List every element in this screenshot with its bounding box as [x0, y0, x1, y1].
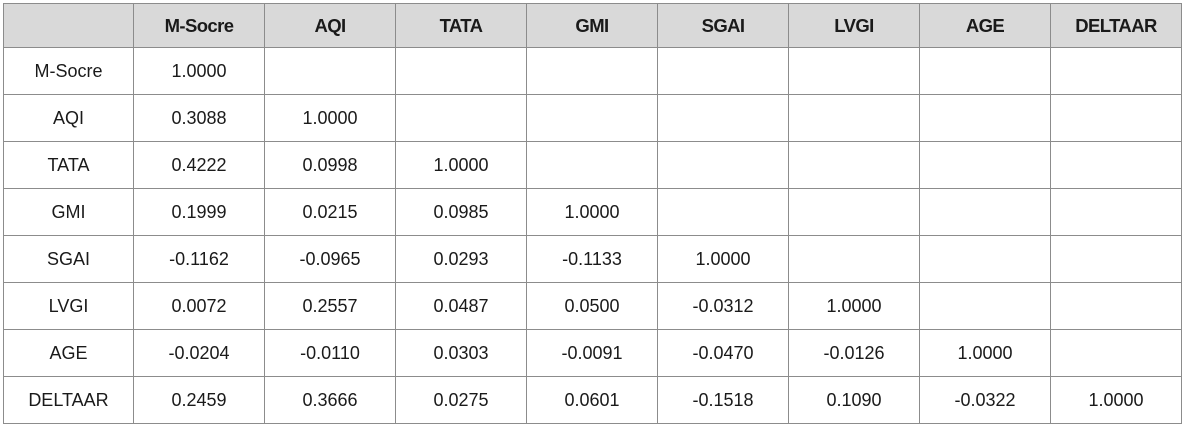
table-header-row: M-Socre AQI TATA GMI SGAI LVGI AGE DELTAAR [3, 3, 1182, 48]
row-header: AGE [3, 329, 134, 377]
table-cell [657, 47, 789, 95]
table-cell [788, 94, 920, 142]
row-header: LVGI [3, 282, 134, 330]
table-cell [526, 94, 658, 142]
table-cell: 0.0275 [395, 376, 527, 424]
table-cell: -0.0204 [133, 329, 265, 377]
table-cell [919, 141, 1051, 189]
row-header: DELTAAR [3, 376, 134, 424]
table-cell: -0.0110 [264, 329, 396, 377]
table-cell [395, 47, 527, 95]
row-header: TATA [3, 141, 134, 189]
column-header: AGE [919, 3, 1051, 48]
table-cell [395, 94, 527, 142]
table-cell: -0.0091 [526, 329, 658, 377]
table-cell: 0.0985 [395, 188, 527, 236]
table-cell [919, 47, 1051, 95]
table-cell: 1.0000 [133, 47, 265, 95]
table-cell: 0.0500 [526, 282, 658, 330]
table-cell: 0.2459 [133, 376, 265, 424]
row-header: M-Socre [3, 47, 134, 95]
table-row: AQI 0.3088 1.0000 [3, 94, 1182, 142]
table-cell: -0.0126 [788, 329, 920, 377]
table-row: M-Socre 1.0000 [3, 47, 1182, 95]
table-cell [657, 94, 789, 142]
column-header: SGAI [657, 3, 789, 48]
table-cell [1050, 47, 1182, 95]
table-cell [1050, 188, 1182, 236]
row-header: GMI [3, 188, 134, 236]
table-cell: 1.0000 [264, 94, 396, 142]
column-header: GMI [526, 3, 658, 48]
row-header: AQI [3, 94, 134, 142]
table-cell: 0.0998 [264, 141, 396, 189]
column-header: TATA [395, 3, 527, 48]
table-cell: 1.0000 [788, 282, 920, 330]
table-cell: 1.0000 [657, 235, 789, 283]
correlation-matrix-table: M-Socre AQI TATA GMI SGAI LVGI AGE DELTAAR M-So… [3, 3, 1182, 424]
table-cell: 1.0000 [395, 141, 527, 189]
table-cell [788, 47, 920, 95]
table-cell: 0.2557 [264, 282, 396, 330]
table-cell: 1.0000 [919, 329, 1051, 377]
table-cell [526, 141, 658, 189]
table-row: AGE -0.0204 -0.0110 0.0303 -0.0091 -0.0470 -0.… [3, 329, 1182, 377]
table-cell: 0.3088 [133, 94, 265, 142]
table-cell [919, 235, 1051, 283]
table-cell: 0.3666 [264, 376, 396, 424]
table-row: DELTAAR 0.2459 0.3666 0.0275 0.0601 -0.1518 0.… [3, 376, 1182, 424]
table-cell: 0.0215 [264, 188, 396, 236]
table-cell: 0.4222 [133, 141, 265, 189]
table-cell: -0.1518 [657, 376, 789, 424]
column-header: M-Socre [133, 3, 265, 48]
table-row: LVGI 0.0072 0.2557 0.0487 0.0500 -0.0312 1.000… [3, 282, 1182, 330]
table-cell: 0.0303 [395, 329, 527, 377]
table-cell: -0.0470 [657, 329, 789, 377]
table-cell [1050, 329, 1182, 377]
column-header: DELTAAR [1050, 3, 1182, 48]
table-cell [1050, 282, 1182, 330]
table-cell [919, 94, 1051, 142]
table-cell: 1.0000 [1050, 376, 1182, 424]
table-cell [788, 235, 920, 283]
table-cell: 0.0072 [133, 282, 265, 330]
table-cell: 0.0293 [395, 235, 527, 283]
table-cell: 0.0601 [526, 376, 658, 424]
table-cell: 0.1999 [133, 188, 265, 236]
table-cell: 1.0000 [526, 188, 658, 236]
column-header: LVGI [788, 3, 920, 48]
table-cell: 0.1090 [788, 376, 920, 424]
table-cell [526, 47, 658, 95]
table-cell [919, 188, 1051, 236]
table-cell [657, 188, 789, 236]
table-cell [919, 282, 1051, 330]
table-cell: -0.1162 [133, 235, 265, 283]
table-cell: -0.0312 [657, 282, 789, 330]
table-cell [1050, 141, 1182, 189]
table-cell [264, 47, 396, 95]
table-body: M-Socre 1.0000 AQI 0.3088 1.0000 TATA 0.4222 0.… [3, 47, 1182, 424]
table-row: GMI 0.1999 0.0215 0.0985 1.0000 [3, 188, 1182, 236]
table-cell [657, 141, 789, 189]
table-cell: -0.0965 [264, 235, 396, 283]
table-cell: -0.1133 [526, 235, 658, 283]
row-header: SGAI [3, 235, 134, 283]
table-cell: 0.0487 [395, 282, 527, 330]
header-corner-cell [3, 3, 134, 48]
table-cell [1050, 235, 1182, 283]
table-row: TATA 0.4222 0.0998 1.0000 [3, 141, 1182, 189]
table-cell [1050, 94, 1182, 142]
column-header: AQI [264, 3, 396, 48]
table-cell [788, 141, 920, 189]
table-row: SGAI -0.1162 -0.0965 0.0293 -0.1133 1.0000 [3, 235, 1182, 283]
table-cell: -0.0322 [919, 376, 1051, 424]
table-cell [788, 188, 920, 236]
